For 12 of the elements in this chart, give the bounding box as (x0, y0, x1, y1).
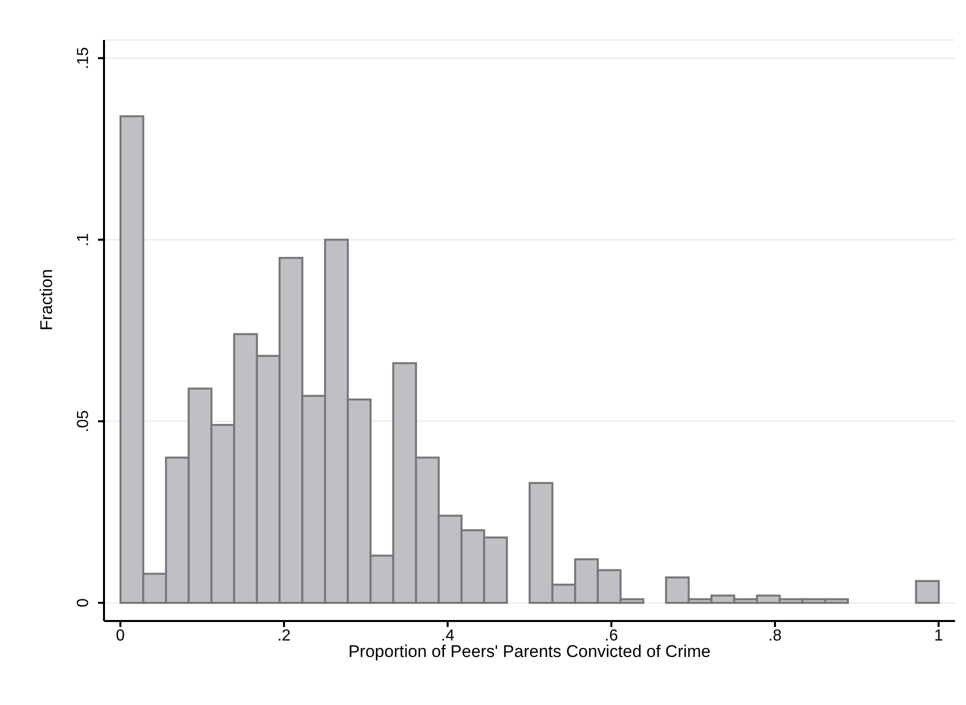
x-tick-label: .4 (441, 627, 454, 644)
x-axis-title: Proportion of Peers' Parents Convicted of Crime (348, 642, 711, 661)
x-tick-label: 0 (116, 627, 125, 644)
y-tick-label: .05 (75, 410, 92, 432)
y-tick-label: .15 (75, 46, 92, 70)
x-tick-label: .8 (768, 627, 782, 644)
y-tick-label: .1 (75, 232, 92, 246)
x-tick-label: .2 (277, 627, 291, 644)
y-tick-label: 0 (75, 598, 92, 608)
x-tick-label: 1 (934, 627, 944, 644)
y-axis-title: Fraction (37, 269, 56, 330)
x-tick-label: .6 (604, 627, 618, 644)
